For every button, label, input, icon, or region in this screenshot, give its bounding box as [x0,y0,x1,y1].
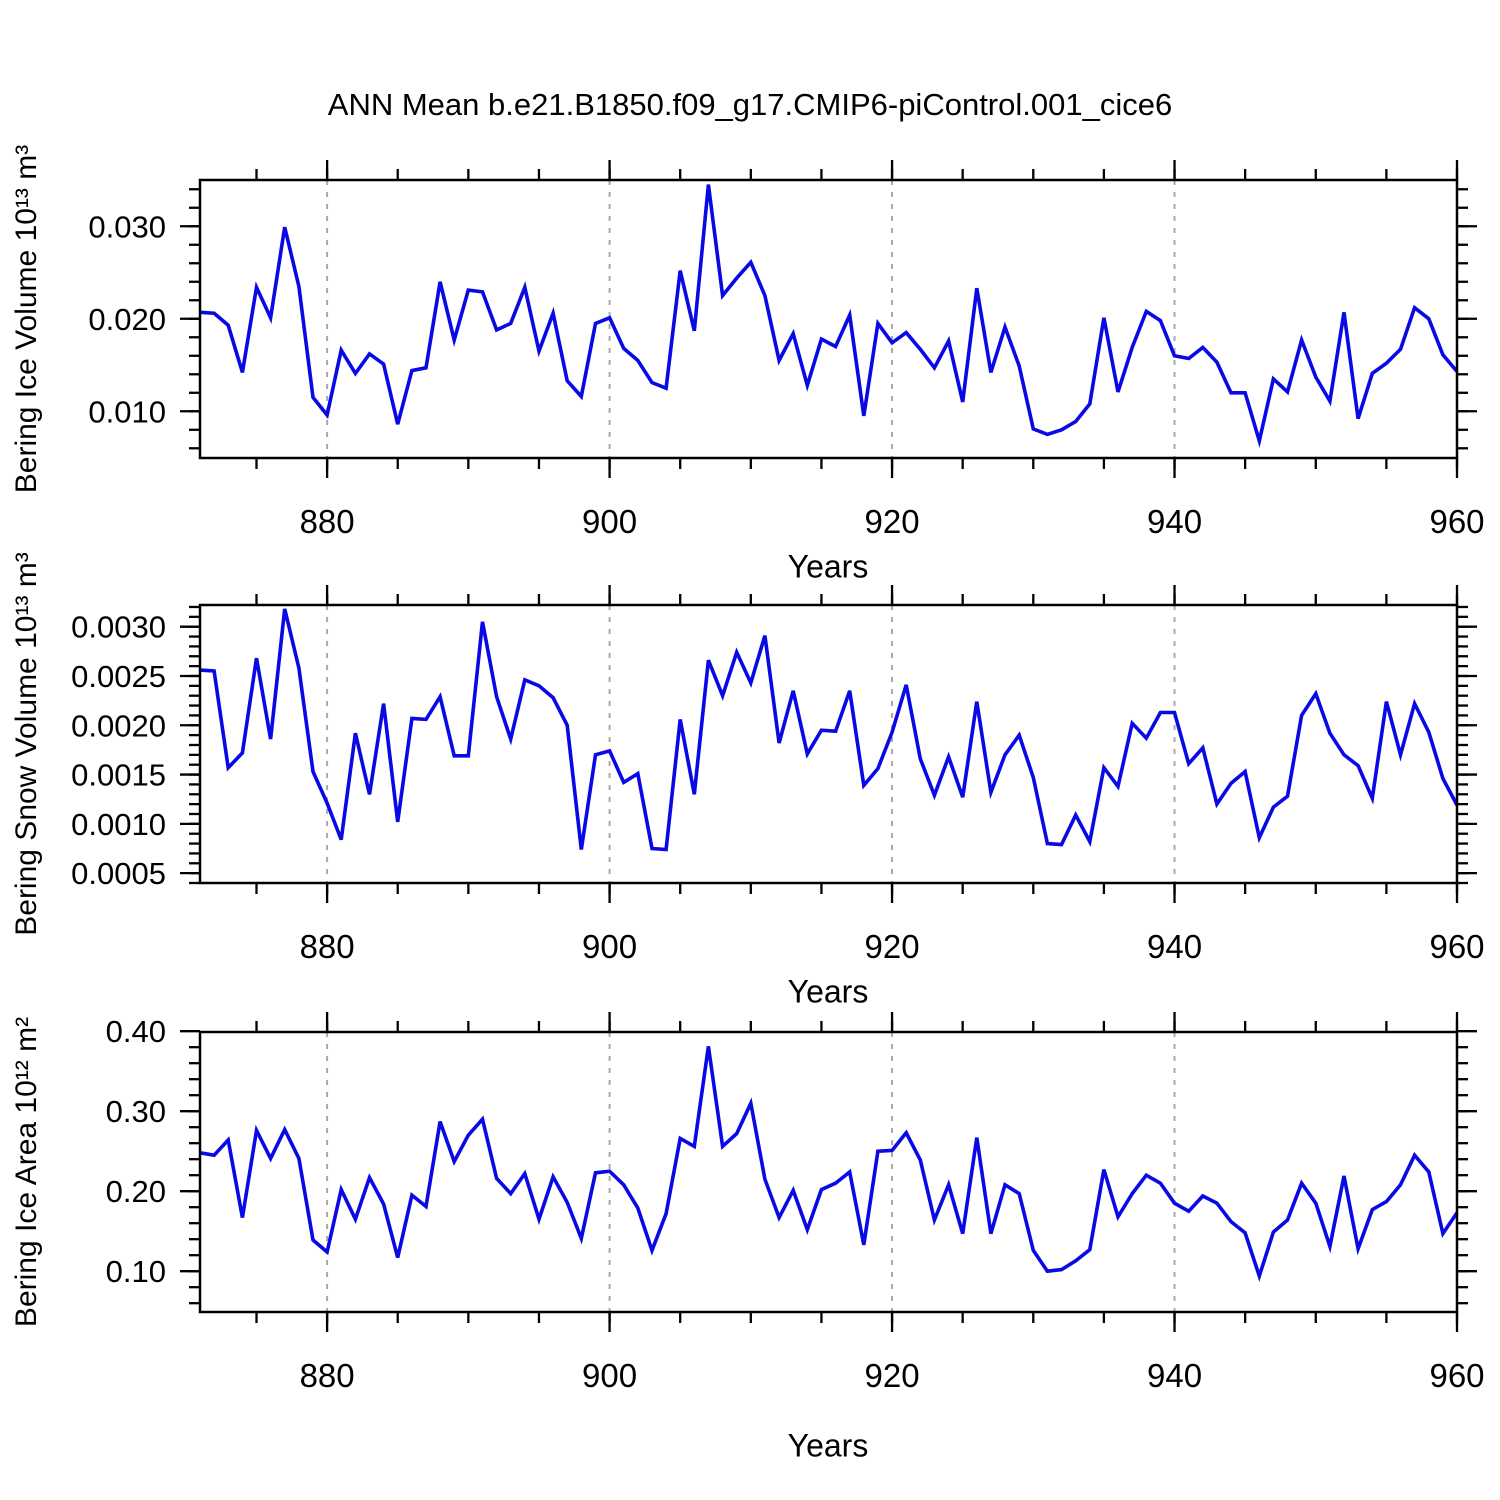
x-tick-label: 880 [300,928,355,965]
y-tick-label: 0.20 [106,1174,166,1209]
axis-ticks [180,160,1477,478]
y-tick-label: 0.0005 [71,856,166,891]
y-tick-label: 0.0015 [71,758,166,793]
y-tick-label: 0.020 [88,302,166,337]
panel-bering-ice-volume: 880 900 920 940 960 0.010 0.020 0.030 [88,160,1485,540]
x-tick-label: 920 [865,928,920,965]
y-tick-label: 0.0030 [71,610,166,645]
x-tick-label: 900 [582,1357,637,1394]
x-tick-label: 940 [1147,503,1202,540]
series-line-bering-ice-volume [199,184,1459,449]
x-tick-label: 960 [1429,1357,1484,1394]
x-tick-label: 920 [865,1357,920,1394]
x-tick-label: 940 [1147,928,1202,965]
y-tick-label: 0.0020 [71,708,166,743]
y-tick-label: 0.0010 [71,807,166,842]
x-tick-label: 880 [300,503,355,540]
x-tick-label: 900 [582,928,637,965]
x-axis-label-years-panel1: Years [787,548,869,585]
x-tick-label: 960 [1429,503,1484,540]
series-line-bering-snow-volume [199,608,1459,852]
x-tick-label: 900 [582,503,637,540]
chart-title: ANN Mean b.e21.B1850.f09_g17.CMIP6-piCon… [327,87,1173,122]
x-tick-label: 940 [1147,1357,1202,1394]
y-tick-label: 0.30 [106,1094,166,1129]
y-tick-label: 0.10 [106,1254,166,1289]
x-tick-label: 960 [1429,928,1484,965]
plot-frame [198,178,1459,460]
y-tick-label: 0.0025 [71,659,166,694]
plot-frame [198,1030,1459,1314]
panel-bering-ice-area: 880 900 920 940 960 0.10 0.20 0.30 0.40 [106,1012,1485,1394]
y-tick-label: 0.030 [88,209,166,244]
x-axis-label-years-panel3: Years [787,1427,869,1464]
axis-ticks [180,1012,1477,1332]
y-tick-label: 0.010 [88,394,166,429]
axis-ticks [180,585,1477,903]
x-tick-label: 880 [300,1357,355,1394]
x-tick-label: 920 [865,503,920,540]
y-tick-label: 0.40 [106,1014,166,1049]
series-line-bering-ice-area [199,1046,1459,1282]
panel-bering-snow-volume: 880 900 920 940 960 0.0005 0.0010 0.0015 0.0020 0… [71,585,1485,965]
x-axis-label-years-panel2: Years [787,973,869,1010]
